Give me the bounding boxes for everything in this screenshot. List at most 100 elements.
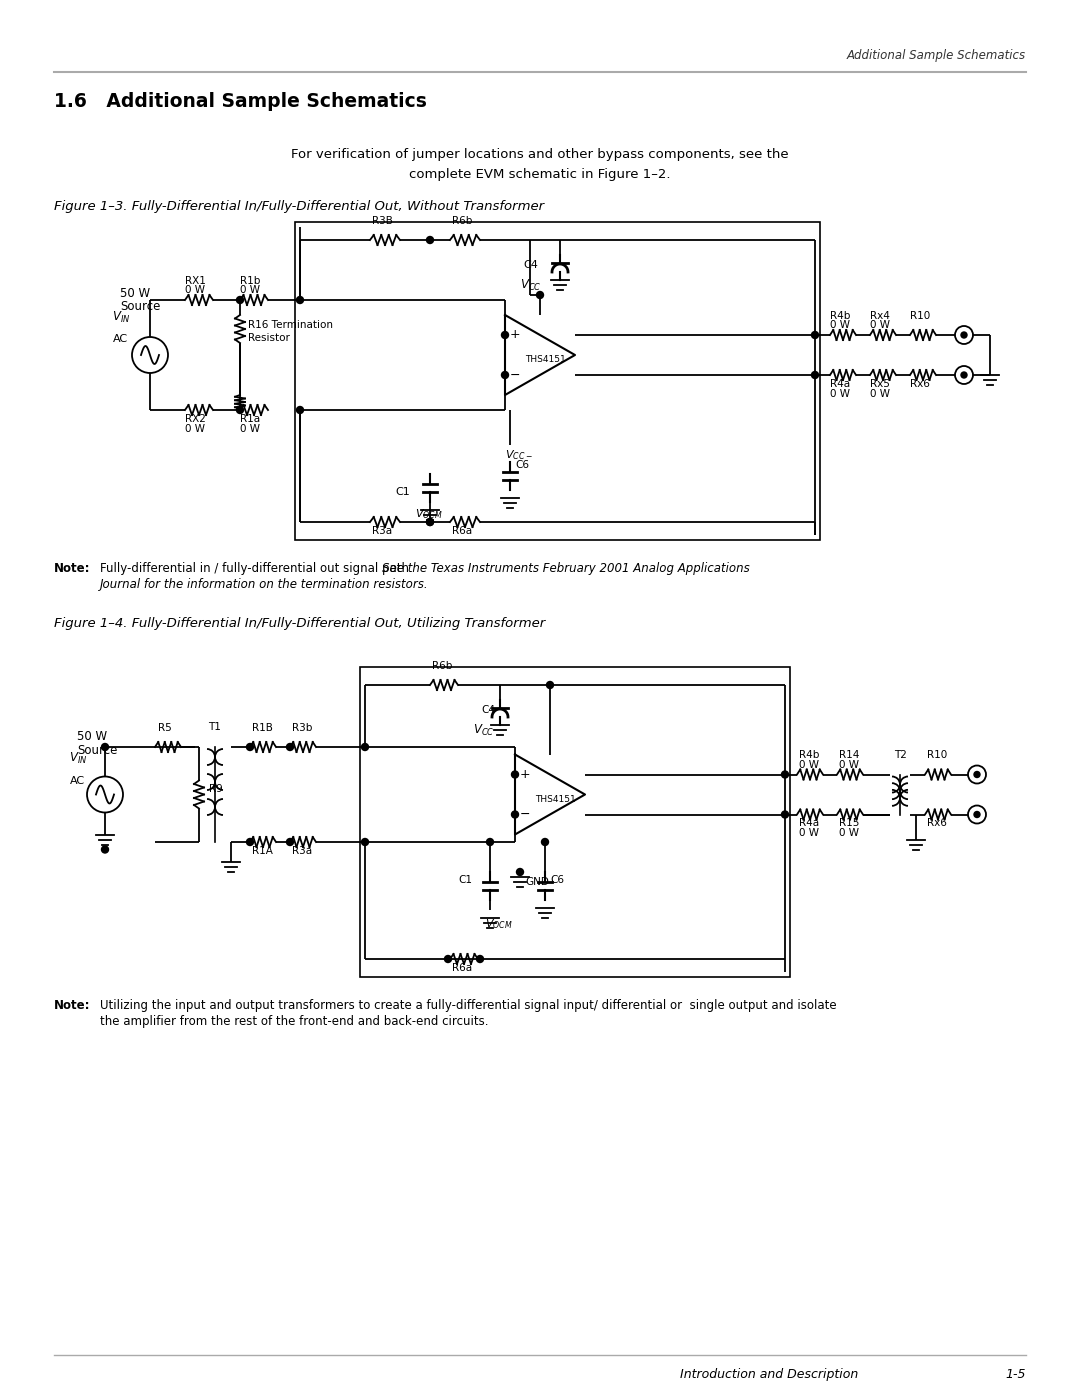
Text: Utilizing the input and output transformers to create a fully-differential signa: Utilizing the input and output transform… (100, 999, 837, 1011)
Text: Note:: Note: (54, 999, 91, 1011)
Circle shape (427, 518, 433, 525)
Text: 50 W: 50 W (77, 729, 107, 742)
Text: −: − (519, 807, 530, 821)
Text: R9: R9 (210, 785, 222, 795)
Text: Fully-differential in / fully-differential out signal path.: Fully-differential in / fully-differenti… (100, 562, 417, 576)
Text: 0 W: 0 W (799, 828, 819, 838)
Text: See the Texas Instruments February 2001 Analog Applications: See the Texas Instruments February 2001 … (382, 562, 750, 576)
Text: GND: GND (525, 877, 549, 887)
Circle shape (237, 407, 243, 414)
Text: THS4151: THS4151 (525, 355, 565, 365)
Text: $V_{CC}$: $V_{CC}$ (473, 724, 495, 738)
Circle shape (286, 743, 294, 750)
Bar (360, 666, 789, 977)
Text: C6: C6 (515, 460, 529, 469)
Circle shape (427, 518, 433, 525)
Text: 0 W: 0 W (185, 425, 205, 434)
Text: C4: C4 (481, 705, 495, 715)
Text: THS4151: THS4151 (535, 795, 576, 805)
Text: 0 W: 0 W (240, 285, 260, 295)
Text: Journal for the information on the termination resistors.: Journal for the information on the termi… (100, 578, 429, 591)
Text: R3a: R3a (372, 527, 392, 536)
Text: 50 W: 50 W (120, 286, 150, 300)
Circle shape (782, 771, 788, 778)
Text: R4a: R4a (799, 819, 819, 828)
Text: T2: T2 (893, 750, 906, 760)
Text: R3b: R3b (292, 724, 312, 733)
Circle shape (541, 838, 549, 845)
Text: R1A: R1A (252, 847, 273, 856)
Text: $V_{CC-}$: $V_{CC-}$ (505, 448, 532, 462)
Text: 0 W: 0 W (185, 285, 205, 295)
Circle shape (297, 407, 303, 414)
Text: AC: AC (113, 334, 129, 344)
Text: the amplifier from the rest of the front-end and back-end circuits.: the amplifier from the rest of the front… (100, 1016, 488, 1028)
Text: 0 W: 0 W (839, 760, 859, 770)
Text: +: + (519, 768, 530, 781)
Circle shape (512, 771, 518, 778)
Text: C1: C1 (458, 875, 472, 886)
Text: Rx5: Rx5 (870, 379, 890, 388)
Circle shape (237, 296, 243, 303)
Circle shape (362, 743, 368, 750)
Text: C1: C1 (395, 488, 410, 497)
Circle shape (811, 372, 819, 379)
Text: R4a: R4a (831, 379, 850, 388)
Text: Introduction and Description: Introduction and Description (680, 1368, 859, 1382)
Circle shape (537, 292, 543, 299)
Circle shape (516, 869, 524, 876)
Text: 1.6   Additional Sample Schematics: 1.6 Additional Sample Schematics (54, 92, 427, 110)
Text: R3B: R3B (372, 217, 393, 226)
Text: R4b: R4b (799, 750, 820, 760)
Text: R14: R14 (839, 750, 860, 760)
Text: R1b: R1b (240, 277, 260, 286)
Text: $V_{CC}$: $V_{CC}$ (521, 278, 542, 293)
Text: 0 W: 0 W (240, 425, 260, 434)
Text: Figure 1–4. Fully-Differential In/Fully-Differential Out, Utilizing Transformer: Figure 1–4. Fully-Differential In/Fully-… (54, 617, 545, 630)
Circle shape (782, 812, 788, 819)
Circle shape (546, 682, 554, 689)
Text: $V_{IN}$: $V_{IN}$ (69, 752, 87, 767)
Text: 0 W: 0 W (831, 388, 850, 400)
Text: T1: T1 (208, 722, 221, 732)
Text: R6b: R6b (453, 217, 472, 226)
Circle shape (102, 743, 108, 750)
Text: R1B: R1B (252, 724, 273, 733)
Circle shape (501, 331, 509, 338)
Circle shape (486, 838, 494, 845)
Circle shape (246, 838, 254, 845)
Text: Rx6: Rx6 (910, 379, 930, 388)
Circle shape (501, 372, 509, 379)
Text: RX2: RX2 (185, 414, 206, 425)
Text: 0 W: 0 W (831, 320, 850, 330)
Text: R10: R10 (927, 750, 947, 760)
Text: R16 Termination: R16 Termination (248, 320, 333, 330)
Text: Additional Sample Schematics: Additional Sample Schematics (847, 49, 1026, 61)
Text: Source: Source (120, 300, 160, 313)
Text: R1a: R1a (240, 414, 260, 425)
Text: R4b: R4b (831, 312, 850, 321)
Circle shape (286, 838, 294, 845)
Circle shape (297, 296, 303, 303)
Text: 1-5: 1-5 (1005, 1368, 1026, 1382)
Circle shape (362, 838, 368, 845)
Text: Figure 1–3. Fully-Differential In/Fully-Differential Out, Without Transformer: Figure 1–3. Fully-Differential In/Fully-… (54, 200, 544, 212)
Text: Note:: Note: (54, 562, 91, 576)
Text: 0 W: 0 W (839, 828, 859, 838)
Text: R15: R15 (839, 819, 860, 828)
Text: R10: R10 (910, 312, 930, 321)
Circle shape (512, 812, 518, 819)
Text: Rx6: Rx6 (927, 819, 947, 828)
Circle shape (445, 956, 451, 963)
Circle shape (102, 847, 108, 854)
Circle shape (974, 771, 980, 778)
Text: +: + (510, 328, 521, 341)
Circle shape (974, 812, 980, 817)
Circle shape (427, 236, 433, 243)
Text: 0 W: 0 W (870, 388, 890, 400)
Text: R6b: R6b (432, 661, 453, 671)
Text: −: − (510, 369, 521, 381)
Text: C6: C6 (550, 875, 564, 886)
Text: C4: C4 (523, 260, 538, 270)
Text: Rx4: Rx4 (870, 312, 890, 321)
